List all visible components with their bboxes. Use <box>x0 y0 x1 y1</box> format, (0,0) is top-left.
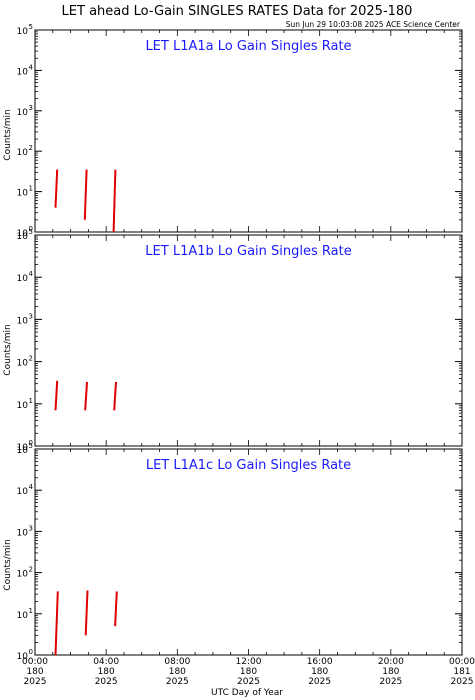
x-tick-label: 2025 <box>237 677 260 687</box>
plot-frame <box>34 448 463 656</box>
y-tick-label: 10 <box>17 570 29 580</box>
x-axis-label: UTC Day of Year <box>211 688 283 698</box>
y-tick-exponent: 4 <box>29 270 34 278</box>
panel-title: LET L1A1c Lo Gain Singles Rate <box>146 458 351 473</box>
x-tick-label: 180 <box>98 667 115 677</box>
x-tick-label: 2025 <box>166 677 189 687</box>
x-tick-label: 00:00 <box>22 657 48 667</box>
plot-frame <box>34 29 463 233</box>
y-tick-exponent: 3 <box>29 312 33 320</box>
data-series-segment <box>54 380 59 411</box>
y-tick-label: 10 <box>17 67 29 77</box>
x-tick-label: 08:00 <box>164 657 190 667</box>
y-tick-label: 10 <box>17 108 29 118</box>
x-axis-group: 00:00180202504:00180202508:00180202512:0… <box>22 657 475 687</box>
y-tick-exponent: 1 <box>29 607 33 615</box>
data-series-segment <box>84 590 89 636</box>
y-tick-exponent: 4 <box>29 483 34 491</box>
x-tick-label: 180 <box>382 667 399 677</box>
y-tick-exponent: 1 <box>29 397 33 405</box>
x-tick-label: 2025 <box>379 677 402 687</box>
plot-frame <box>34 234 463 447</box>
data-series-segment <box>83 169 88 220</box>
x-tick-label: 2025 <box>95 677 118 687</box>
y-tick-exponent: 4 <box>29 63 34 71</box>
y-tick-exponent: 3 <box>29 524 33 532</box>
x-tick-label: 00:00 <box>449 657 475 667</box>
y-tick-label: 10 <box>17 487 29 497</box>
x-tick-label: 180 <box>169 667 186 677</box>
y-tick-exponent: 5 <box>29 23 33 31</box>
y-tick-exponent: 2 <box>29 355 33 363</box>
y-tick-exponent: 0 <box>29 648 33 656</box>
y-tick-label: 10 <box>17 229 29 239</box>
y-axis-label-2: Counts/min <box>3 324 13 375</box>
timestamp-label: Sun Jun 29 10:03:08 2025 ACE Science Cen… <box>286 20 461 29</box>
y-tick-label: 10 <box>17 274 29 284</box>
y-tick-label: 10 <box>17 443 29 453</box>
x-tick-label: 2025 <box>451 677 474 687</box>
x-tick-label: 2025 <box>308 677 331 687</box>
y-tick-exponent: 0 <box>29 225 33 233</box>
y-tick-label: 10 <box>17 189 29 199</box>
y-tick-label: 10 <box>17 27 29 37</box>
data-series-segment <box>112 169 117 233</box>
x-tick-label: 181 <box>453 667 470 677</box>
y-tick-exponent: 2 <box>29 144 33 152</box>
x-tick-label: 2025 <box>24 677 47 687</box>
y-tick-label: 10 <box>17 652 29 662</box>
x-tick-label: 12:00 <box>236 657 262 667</box>
y-axis-label-3: Counts/min <box>3 539 13 590</box>
y-tick-exponent: 5 <box>29 228 33 236</box>
data-series-segment <box>113 381 117 411</box>
y-tick-label: 10 <box>17 359 29 369</box>
y-axis-label: Counts/min <box>3 109 13 160</box>
data-series-segment <box>54 591 59 656</box>
x-tick-label: 180 <box>311 667 328 677</box>
y-tick-label: 10 <box>17 528 29 538</box>
y-tick-label: 10 <box>17 148 29 158</box>
x-tick-label: 180 <box>26 667 43 677</box>
y-tick-label: 10 <box>17 316 29 326</box>
x-tick-label: 04:00 <box>93 657 119 667</box>
figure-title: LET ahead Lo-Gain SINGLES RATES Data for… <box>62 4 413 19</box>
y-tick-label: 10 <box>17 232 29 242</box>
y-tick-exponent: 0 <box>29 439 33 447</box>
x-tick-label: 16:00 <box>307 657 333 667</box>
y-tick-exponent: 3 <box>29 104 33 112</box>
y-tick-exponent: 2 <box>29 566 33 574</box>
x-tick-label: 20:00 <box>378 657 404 667</box>
y-tick-label: 10 <box>17 611 29 621</box>
panel-title: LET L1A1a Lo Gain Singles Rate <box>145 39 351 54</box>
data-series-segment <box>84 381 88 411</box>
y-tick-label: 10 <box>17 446 29 456</box>
x-tick-label: 180 <box>240 667 257 677</box>
data-series-segment <box>54 169 59 208</box>
y-tick-exponent: 1 <box>29 185 33 193</box>
data-series-segment <box>114 591 118 627</box>
y-tick-exponent: 5 <box>29 442 33 450</box>
panel-title: LET L1A1b Lo Gain Singles Rate <box>145 244 351 259</box>
y-tick-label: 10 <box>17 401 29 411</box>
